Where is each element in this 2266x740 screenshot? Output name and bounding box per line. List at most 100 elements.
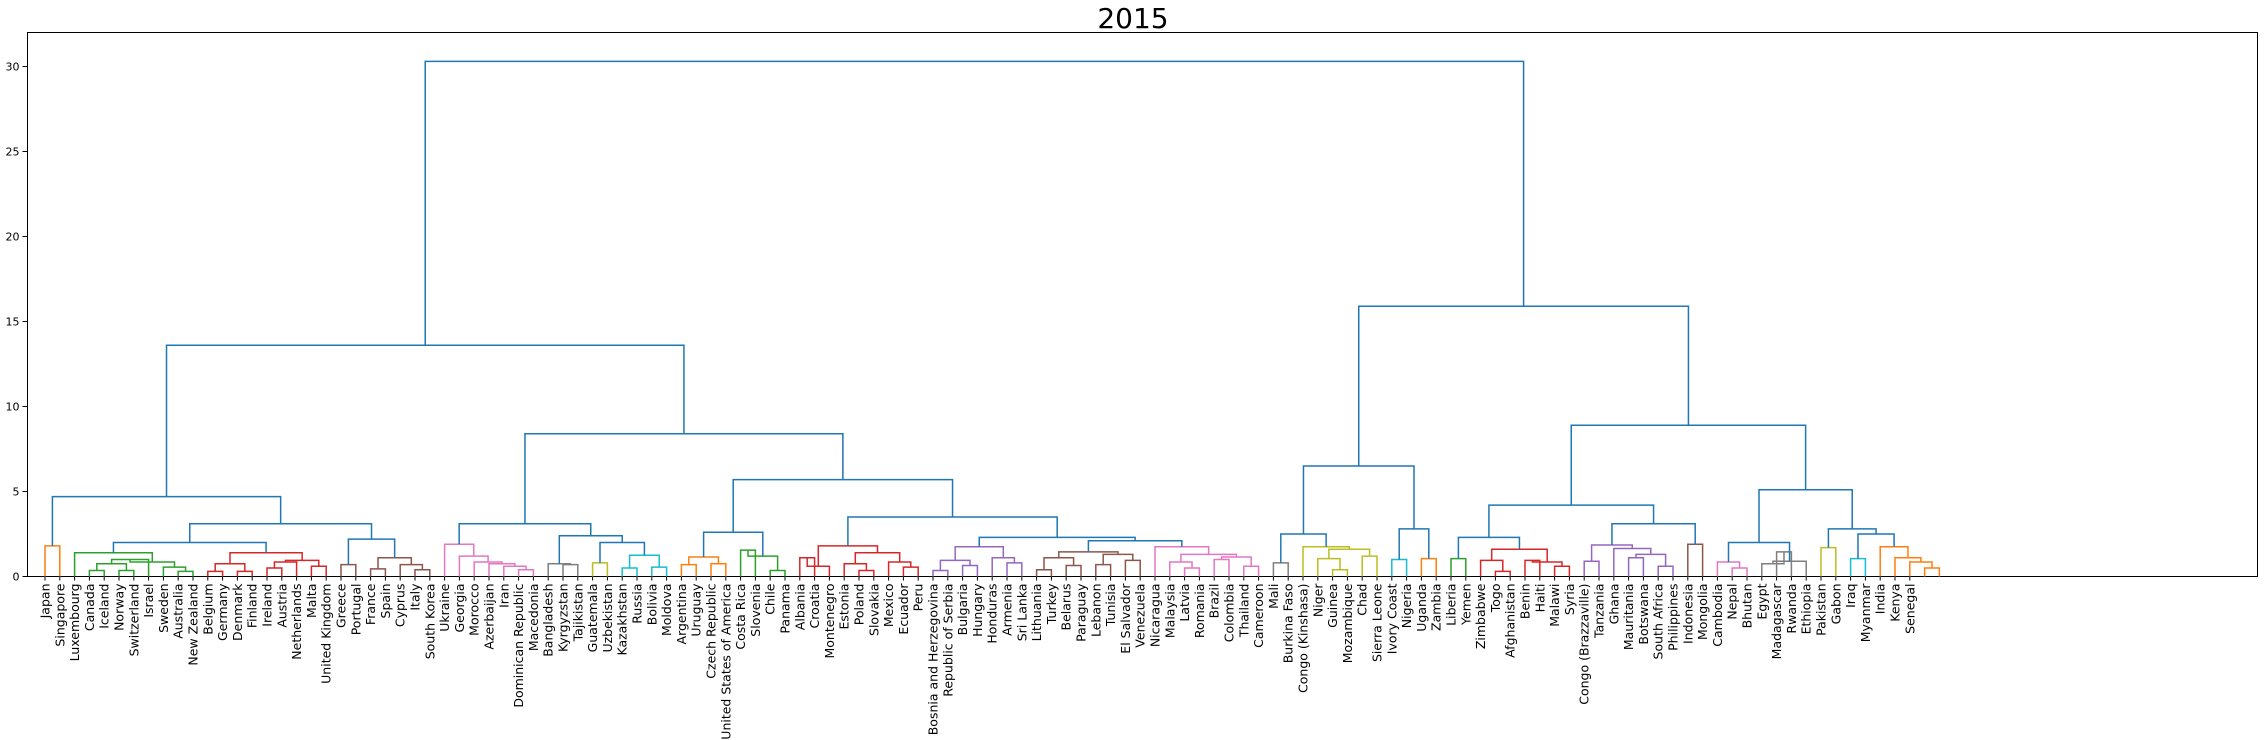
leaf-label: Hungary [970,583,985,637]
leaf-label: Gabon [1828,584,1843,625]
leaf-label: Panama [778,584,793,634]
leaf-label: El Salvador [1118,583,1133,654]
dendrogram-link [1553,565,1571,577]
leaf-label: Tanzania [1592,584,1607,639]
dendrogram-link [1302,546,1350,577]
dendrogram-link [399,563,424,577]
leaf-label: Denmark [230,583,245,641]
leaf-label: Ireland [260,584,275,627]
dendrogram-link [628,554,660,568]
leaf-label: Bolivia [644,584,659,626]
leaf-label: Dominican Republic [511,583,526,707]
dendrogram-link [44,545,61,577]
dendrogram-link [1479,559,1504,577]
dendrogram-link [1583,560,1600,577]
leaf-label: Moldova [659,584,674,637]
dendrogram-link [1391,558,1408,577]
leaf-label: Argentina [674,584,689,645]
dendrogram-link [503,565,527,577]
leaf-label: Peru [911,584,926,612]
leaf-label: Estonia [837,584,852,630]
dendrogram-link [1687,543,1704,577]
leaf-label: Indonesia [1680,584,1695,644]
leaf-label: Iceland [97,584,112,629]
leaf-label: India [1873,584,1888,615]
dendrogram-link [1220,556,1252,567]
dendrogram-link [1894,557,1922,577]
leaf-label: Singapore [52,583,67,646]
leaf-label: Malawi [1547,584,1562,627]
leaf-label: Italy [408,583,423,611]
dendrogram-link [887,561,912,577]
dendrogram-link [214,563,246,572]
dendrogram-link [424,60,1525,346]
dendrogram-link [680,563,697,577]
dendrogram-link [369,568,387,577]
leaf-label: Nepal [1725,584,1740,620]
dendrogram-link [1611,523,1696,546]
dendrogram-link [1820,546,1837,577]
leaf-label: Turkey [1044,583,1059,625]
dendrogram-link [112,541,267,553]
leaf-label: Syria [1562,584,1577,616]
dendrogram-link [1627,557,1645,577]
dendrogram-link [236,570,253,577]
leaf-label: Cambodia [1710,584,1725,647]
dendrogram-link [1361,555,1378,577]
leaf-label: Yemen [1458,584,1473,626]
leaf-label: Bangladesh [541,584,556,657]
dendrogram-link [710,563,727,577]
leaf-label: Iraq [1843,584,1858,608]
dendrogram-link [932,569,949,577]
leaf-label: Luxembourg [67,584,82,662]
leaf-label: Uzbekistan [600,584,615,653]
y-tick-label: 30 [6,61,20,74]
dendrogram-link [599,541,646,563]
leaf-label: Slovakia [866,584,881,636]
dendrogram-link [769,569,786,577]
leaf-label: Madagascar [1769,583,1784,660]
leaf-label: Bhutan [1740,584,1755,629]
y-tick-label: 5 [13,486,20,499]
dendrogram-link [732,478,954,533]
leaf-label: Greece [334,583,349,628]
leaf-label: Armenia [1000,584,1015,636]
leaf-label: Finland [245,584,260,629]
leaf-label: Bulgaria [955,584,970,636]
y-tick-label: 15 [6,316,20,329]
leaf-label: Cyprus [393,584,408,628]
y-tick-label: 20 [6,231,20,244]
leaf-label: Burkina Faso [1281,584,1296,664]
leaf-label: Czech Republic [704,583,719,678]
dendrogram-link [1849,557,1867,577]
dendrogram-link [1657,565,1674,577]
dendrogram-link [189,523,373,543]
leaf-label: Israel [141,584,156,618]
dendrogram-link [1065,564,1082,577]
dendrogram-link [978,536,1136,547]
leaf-label: Slovenia [748,584,763,637]
dendrogram-link [1180,553,1238,563]
leaf-label: Botswana [1636,584,1651,645]
dendrogram-link [1613,547,1652,577]
leaf-label: South Africa [1651,584,1666,660]
leaf-label: Rwanda [1784,584,1799,634]
y-tick-label: 25 [6,146,20,159]
dendrogram-link [1716,561,1741,577]
dendrogram-link [377,557,413,569]
leaf-label: Romania [1192,584,1207,639]
leaf-label: Belarus [1059,584,1074,631]
dendrogram-link [1494,570,1511,577]
y-tick-label: 0 [13,571,20,584]
dendrogram-link [1302,465,1415,534]
leaf-label: Sweden [156,584,171,633]
dendrogram-link [1317,557,1341,577]
leaf-label: Niger [1310,583,1325,617]
dendrogram-link [1879,546,1909,577]
dendrogram-link [1272,562,1289,577]
dendrogram-link [73,551,154,577]
dendrogram-link [524,432,844,524]
dendrogram-link [1635,553,1667,567]
leaf-label: Mongolia [1695,584,1710,641]
